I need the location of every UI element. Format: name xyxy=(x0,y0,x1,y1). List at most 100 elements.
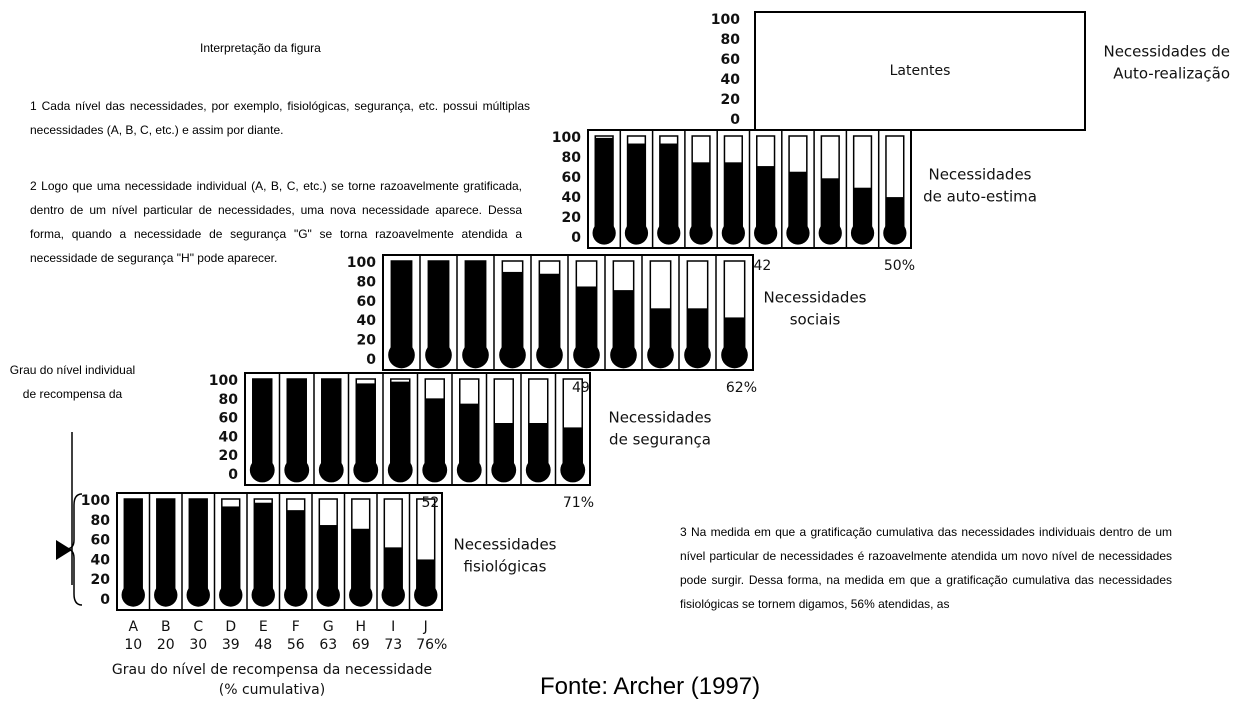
fill-level xyxy=(351,528,370,592)
fill-level xyxy=(321,379,341,467)
fill-level xyxy=(692,162,710,230)
cumulative: 71% xyxy=(563,495,594,511)
level-name: Necessidades xyxy=(928,166,1031,184)
bulb xyxy=(754,221,778,245)
level-name: de segurança xyxy=(609,431,711,449)
fill-level xyxy=(465,261,486,352)
cumulative: 56 xyxy=(287,637,305,653)
note: 1 Cada nível das necessidades, por exemp… xyxy=(30,99,530,137)
bulb xyxy=(850,221,875,245)
box-label: Latentes xyxy=(890,63,951,79)
letter: B xyxy=(161,619,171,635)
bulb xyxy=(573,341,600,369)
scale-label: 0 xyxy=(366,352,376,368)
fill-level xyxy=(821,178,840,230)
fill-level xyxy=(756,166,775,230)
letter: G xyxy=(323,619,334,635)
bulb xyxy=(684,341,711,369)
cumulative: 69 xyxy=(352,637,370,653)
arrow xyxy=(56,540,72,560)
fill-level xyxy=(189,499,208,592)
bulb xyxy=(353,457,379,483)
level-name: Necessidades de xyxy=(1103,43,1230,61)
bulb xyxy=(388,341,415,369)
bulb xyxy=(186,583,210,607)
scale-label: 100 xyxy=(711,12,740,28)
scale-label: 60 xyxy=(357,294,377,310)
bulb xyxy=(121,583,145,607)
bulb xyxy=(525,457,551,483)
fill-level xyxy=(687,308,708,352)
scale-label: 60 xyxy=(219,411,239,427)
fill-level xyxy=(221,506,240,592)
scale-label: 60 xyxy=(91,533,111,549)
fill-level xyxy=(384,547,403,592)
scale-label: 0 xyxy=(228,467,238,483)
cumulative: 39 xyxy=(222,637,240,653)
scale-label: 0 xyxy=(100,592,110,608)
scale-label: 80 xyxy=(562,150,582,166)
scale-label: 80 xyxy=(721,32,741,48)
fill-level xyxy=(124,499,143,592)
bulb xyxy=(818,221,842,245)
level-name: fisiológicas xyxy=(464,558,547,576)
fill-level xyxy=(659,143,678,230)
scale-label: 60 xyxy=(562,170,582,186)
fill-level xyxy=(391,261,412,352)
bulb xyxy=(721,341,748,369)
fill-level xyxy=(650,308,671,352)
bulb xyxy=(425,341,452,369)
fill-level xyxy=(416,559,435,592)
bulb xyxy=(154,583,178,607)
bulb xyxy=(249,457,275,483)
letter: E xyxy=(259,619,268,635)
bulb xyxy=(422,457,448,483)
bulb xyxy=(610,341,637,369)
scale-label: 40 xyxy=(91,552,111,568)
scale-label: 100 xyxy=(347,255,376,271)
fill-level xyxy=(494,423,514,467)
letter: C xyxy=(193,619,203,635)
cumulative: 42 xyxy=(754,258,772,274)
scale-label: 80 xyxy=(357,274,377,290)
fill-level xyxy=(459,403,479,467)
bulb xyxy=(499,341,526,369)
fill-level xyxy=(428,261,449,352)
bulb xyxy=(647,341,674,369)
bulb xyxy=(251,583,275,607)
bulb xyxy=(592,221,616,245)
fill-level xyxy=(287,379,307,467)
level-box xyxy=(754,11,1086,131)
bulb xyxy=(387,457,413,483)
fill-level xyxy=(539,273,560,352)
fill-level xyxy=(425,398,445,467)
fill-level xyxy=(595,137,614,230)
letter: A xyxy=(128,619,138,635)
fill-level xyxy=(576,286,597,352)
fill-level xyxy=(613,290,634,352)
fill-level xyxy=(252,379,272,467)
x-axis-label: Grau do nível de recompensa da necessida… xyxy=(112,662,432,678)
fill-level xyxy=(156,499,175,592)
bulb xyxy=(284,583,308,607)
scale-label: 20 xyxy=(91,572,111,588)
letter: J xyxy=(423,619,428,635)
level-name: Necessidades xyxy=(763,289,866,307)
fill-level xyxy=(885,197,904,230)
bulb xyxy=(462,341,489,369)
fill-level xyxy=(254,502,273,592)
scale-label: 0 xyxy=(730,112,740,128)
letter: I xyxy=(391,619,395,635)
scale-label: 20 xyxy=(721,92,741,108)
scale-label: 100 xyxy=(81,493,110,509)
bulb xyxy=(536,341,563,369)
note: 3 Na medida em que a gratificação cumula… xyxy=(680,525,1172,611)
cumulative: 52 xyxy=(422,495,440,511)
fill-level xyxy=(724,162,743,230)
scale-label: 0 xyxy=(571,230,581,246)
letter: D xyxy=(225,619,236,635)
cumulative: 73 xyxy=(384,637,402,653)
bulb xyxy=(689,221,713,245)
